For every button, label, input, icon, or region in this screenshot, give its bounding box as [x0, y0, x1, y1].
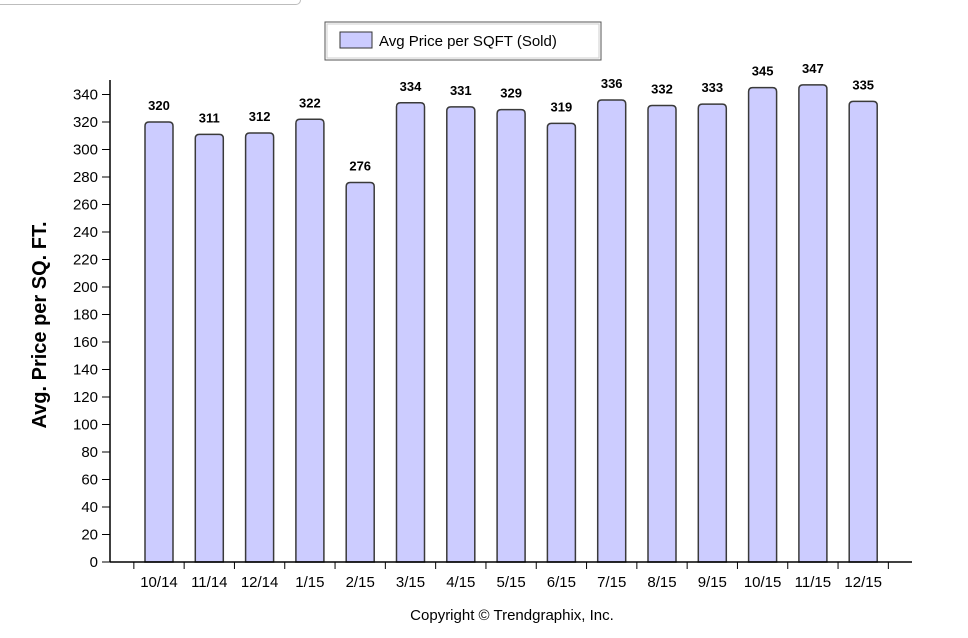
bar-value-label: 322 — [299, 95, 321, 110]
legend: Avg Price per SQFT (Sold) — [324, 21, 602, 61]
x-tick-label: 9/15 — [698, 574, 727, 591]
bar — [848, 100, 878, 563]
legend-label: Avg Price per SQFT (Sold) — [379, 33, 557, 50]
bar — [596, 99, 627, 563]
x-tick-label: 7/15 — [597, 574, 626, 591]
bar — [798, 84, 828, 563]
y-tick-label: 280 — [73, 169, 98, 186]
bar-value-label: 333 — [701, 80, 723, 95]
y-tick-label: 0 — [90, 554, 98, 571]
bar — [496, 108, 526, 563]
bar-value-label: 329 — [500, 86, 522, 101]
bar — [647, 104, 677, 563]
y-tick-label: 140 — [73, 362, 98, 379]
bar-value-label: 335 — [852, 77, 874, 92]
x-tick-label: 10/15 — [744, 574, 782, 591]
bar — [244, 132, 275, 563]
x-tick-label: 10/14 — [140, 574, 178, 591]
y-tick-label: 40 — [81, 499, 98, 516]
x-tick-label: 5/15 — [496, 574, 525, 591]
y-tick-label: 120 — [73, 389, 98, 406]
y-tick-label: 260 — [73, 197, 98, 214]
y-tick-label: 240 — [73, 224, 98, 241]
bar-value-label: 331 — [450, 83, 472, 98]
x-tick-label: 3/15 — [396, 574, 425, 591]
bar — [295, 118, 325, 563]
y-tick-label: 60 — [81, 472, 98, 489]
bar — [747, 86, 778, 563]
y-tick-label: 320 — [73, 114, 98, 131]
x-tick-label: 12/15 — [844, 574, 882, 591]
x-axis: 10/14 11/14 12/14 1/15 2/15 3/15 4/15 5/15 6/15 7… — [110, 561, 912, 591]
bar-value-label: 332 — [651, 82, 673, 97]
bar-value-label: 312 — [249, 109, 271, 124]
bar-value-label: 311 — [199, 110, 220, 125]
legend-inner-border — [326, 23, 600, 59]
y-tick-label: 100 — [73, 417, 98, 434]
bar-value-label: 319 — [551, 99, 573, 114]
copyright-text: Copyright © Trendgraphix, Inc. — [410, 607, 614, 624]
y-tick-label: 200 — [73, 279, 98, 296]
bar — [446, 106, 476, 563]
bar-value-label: 320 — [148, 98, 170, 113]
bar — [546, 122, 577, 563]
x-tick-label: 6/15 — [547, 574, 576, 591]
bar — [345, 181, 375, 563]
y-tick-label: 220 — [73, 252, 98, 269]
bars: 320 311 312 322 276 334 331 329 319 336 332 333 345 3… — [144, 61, 878, 563]
bar — [194, 133, 225, 563]
x-tick-label: 11/15 — [795, 574, 831, 591]
y-tick-label: 300 — [73, 142, 98, 159]
y-tick-label: 180 — [73, 307, 98, 324]
bar — [395, 102, 426, 563]
bar-value-label: 347 — [802, 61, 824, 76]
x-tick-label: 11/14 — [191, 574, 227, 591]
x-tick-label: 1/15 — [295, 574, 324, 591]
x-tick-label: 4/15 — [446, 574, 475, 591]
legend-swatch — [339, 31, 373, 49]
x-tick-label: 12/14 — [241, 574, 279, 591]
bar-value-label: 276 — [349, 159, 371, 174]
bar-value-label: 345 — [752, 64, 774, 79]
y-tick-label: 80 — [81, 444, 98, 461]
bar — [697, 103, 728, 563]
y-axis-title: Avg. Price per SQ. FT. — [29, 221, 51, 428]
y-tick-label: 20 — [81, 527, 98, 544]
bar — [144, 121, 174, 563]
y-tick-label: 340 — [73, 87, 98, 104]
x-tick-label: 8/15 — [647, 574, 676, 591]
y-tick-label: 160 — [73, 334, 98, 351]
y-axis: 0 20 40 60 80 100 120 140 160 180 200 220 240 260 280 3… — [73, 80, 111, 571]
bar-value-label: 336 — [601, 76, 623, 91]
x-tick-label: 2/15 — [346, 574, 375, 591]
bar-value-label: 334 — [400, 79, 422, 94]
